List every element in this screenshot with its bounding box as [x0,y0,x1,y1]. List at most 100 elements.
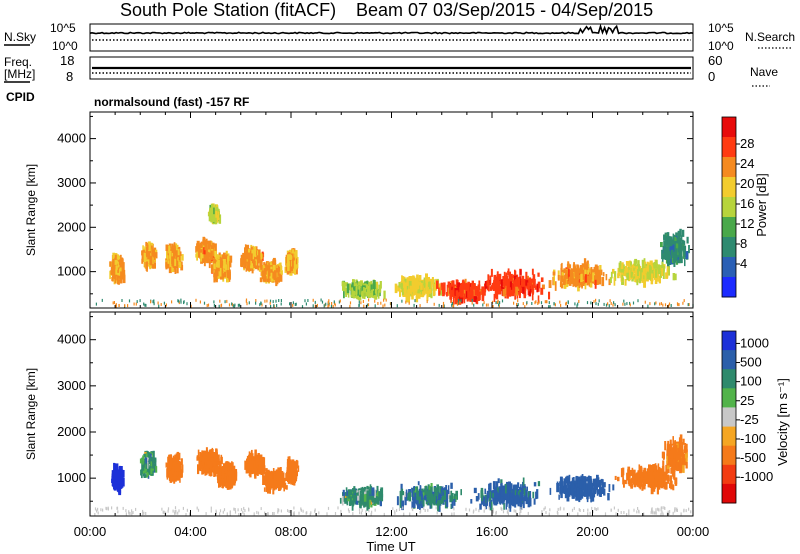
data-cell [415,285,418,290]
data-cell [552,276,555,286]
data-cell [144,303,146,307]
data-cell [152,251,156,261]
data-cell [465,291,468,298]
nsearch-label: N.Search [745,30,795,44]
data-cell [628,274,631,281]
data-cell [221,260,224,266]
data-cell [163,301,165,305]
data-cell [374,299,376,303]
data-cell [294,303,296,306]
data-cell [114,275,116,284]
data-cell [210,250,213,260]
data-cell [358,286,361,295]
data-cell [594,279,597,289]
data-cell [513,301,515,305]
data-cell [214,243,217,251]
data-cell [117,268,119,273]
data-cell [170,466,174,471]
data-cell [623,271,626,276]
data-cell [427,277,430,285]
data-cell [275,299,277,303]
data-cell [559,282,562,288]
data-cell [681,229,685,237]
data-cell [203,258,206,267]
data-cell [171,262,174,272]
data-cell [525,280,529,286]
data-cell [506,281,509,289]
data-cell [119,480,123,489]
data-cell [407,293,410,303]
data-cell [115,265,118,275]
data-cell [370,284,373,293]
data-cell [661,268,664,276]
data-cell [145,457,148,465]
data-cell [525,271,528,281]
data-cell [457,282,460,292]
data-cell [351,287,353,296]
data-cell [397,285,401,292]
data-cell [168,460,170,466]
data-cell [120,258,124,265]
data-cell [685,251,689,259]
data-cell [565,302,567,306]
data-cell [597,302,599,306]
data-cell [648,266,652,277]
data-cell [622,302,624,306]
data-cell [385,298,387,302]
data-cell [661,249,663,260]
data-cell [114,259,118,265]
data-cell [433,284,436,291]
data-cell [563,268,567,273]
data-cell [537,302,539,305]
data-cell [682,245,686,252]
data-cell [215,210,218,218]
data-cell [167,257,170,264]
data-cell [278,266,281,272]
data-cell [670,304,672,307]
data-cell [145,453,148,459]
data-cell [180,458,183,465]
data-cell [398,282,401,288]
data-cell [561,272,564,279]
data-cell [621,274,624,282]
data-cell [460,295,463,303]
data-cell [276,304,278,307]
data-cell [458,298,460,302]
data-cell [243,260,246,269]
data-cell [204,251,207,260]
data-cell [180,300,182,304]
data-cell [608,278,611,286]
data-cell [587,277,590,285]
data-cell [206,449,208,456]
data-cell [415,292,419,303]
data-cell [224,267,227,278]
data-cell [295,266,298,275]
data-cell [415,280,418,286]
data-cell [642,268,646,276]
data-cell [640,269,642,279]
data-cell [112,477,115,482]
data-cell [234,303,236,307]
data-cell [401,275,403,282]
data-cell [358,300,360,304]
data-cell [528,277,532,285]
data-cell [320,298,322,302]
data-cell [173,259,177,266]
data-cell [211,212,215,222]
data-cell [451,300,453,304]
data-cell [149,260,152,270]
data-cell [667,258,670,267]
data-cell [445,292,448,297]
data-cell [417,276,419,284]
data-cell [425,282,428,287]
data-cell [566,272,569,281]
data-cell [575,269,579,276]
data-cell [259,277,263,283]
data-cell [168,470,171,478]
data-cell [250,260,253,269]
data-cell [506,279,510,284]
data-cell [202,236,205,245]
data-cell [468,291,471,299]
beam-label: Beam 07 [356,0,428,20]
